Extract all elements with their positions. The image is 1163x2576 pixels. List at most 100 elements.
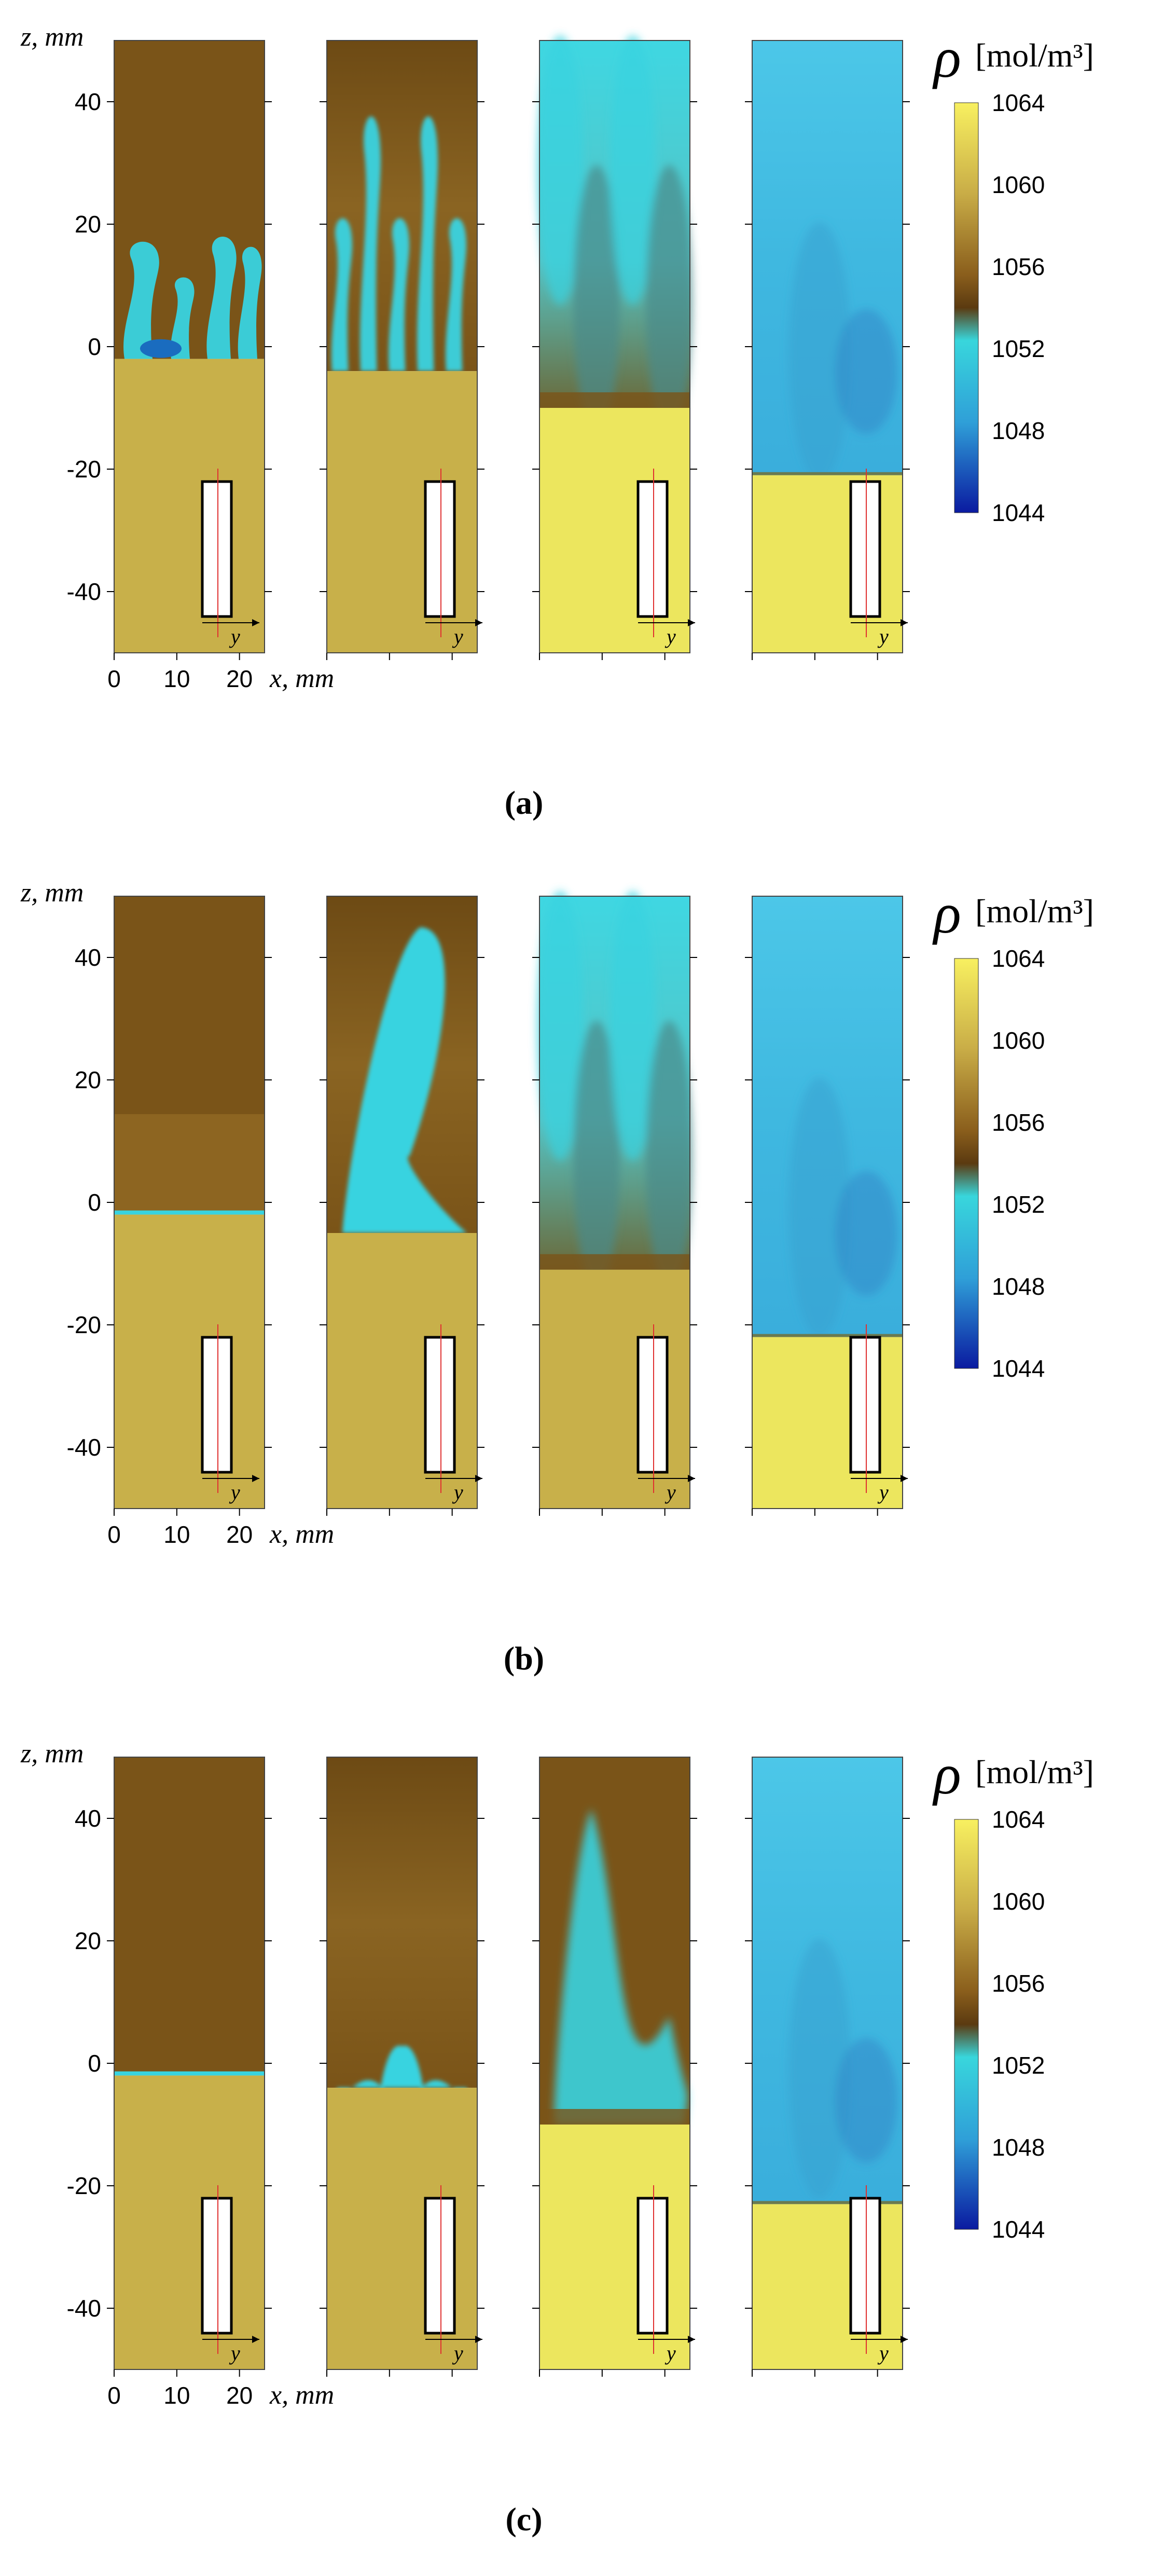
z-axis-label: z, mm: [20, 878, 84, 908]
interface-film: [114, 1210, 265, 1215]
colorbar-tick-label: 1064: [992, 945, 1045, 972]
z-tick-label: -40: [67, 1434, 101, 1461]
vortex: [646, 165, 693, 435]
colorbar-tick-label: 1052: [992, 2052, 1045, 2079]
interface-film: [114, 2071, 265, 2076]
frame-2: y: [320, 40, 484, 660]
cross-section-inset: [849, 480, 881, 618]
z-tick-label: -20: [67, 456, 101, 483]
plume: [359, 116, 381, 372]
plume: [417, 116, 438, 372]
z-tick-label: 0: [88, 1189, 101, 1216]
frame-3: y: [532, 1757, 697, 2377]
inset-y-label: y: [229, 2341, 240, 2365]
panel-b: z, mm 40 20 0 -20 -40 y y y y 0 10 20 x, mm ρ [mol/m³] 1…: [20, 878, 1094, 1677]
plume: [331, 218, 352, 372]
diffuse-structures: [788, 1939, 897, 2198]
z-tick-label: 0: [88, 333, 101, 360]
cross-section-inset: [636, 480, 669, 618]
diffuse-structures: [788, 1078, 897, 1337]
plume: [206, 236, 237, 359]
y-arrow-head: [688, 2336, 695, 2343]
lower-fluid-region: [114, 1214, 265, 1509]
frame-1: y: [107, 896, 272, 1516]
plume: [388, 218, 409, 372]
colorbar-tick-label: 1044: [992, 499, 1045, 526]
upper-fluid-region: [114, 1757, 265, 2076]
y-arrow-head: [475, 2336, 482, 2343]
colorbar-tick-label: 1044: [992, 1355, 1045, 1382]
y-arrow-head: [475, 619, 482, 626]
mixing-structures: [537, 35, 693, 435]
y-arrow-head: [688, 1475, 695, 1482]
y-arrow-head: [901, 619, 908, 626]
plume-group: [337, 2046, 467, 2112]
colorbar: [954, 1819, 979, 2230]
colorbar-unit: [mol/m³]: [975, 37, 1094, 74]
plume: [554, 1809, 688, 2125]
colorbar-tick-label: 1048: [992, 417, 1045, 444]
z-tick-label: 40: [75, 88, 101, 115]
z-axis-label: z, mm: [20, 22, 84, 52]
vortex: [537, 35, 584, 305]
colorbar-tick-label: 1056: [992, 1970, 1045, 1997]
vortex: [788, 222, 851, 482]
x-tick-label: 20: [226, 1521, 253, 1548]
x-tick-label: 10: [163, 665, 190, 692]
vortex: [537, 891, 584, 1161]
frame-4: y: [745, 1757, 910, 2377]
vortex: [835, 2038, 897, 2163]
z-tick-label: -40: [67, 2295, 101, 2322]
inset-y-label: y: [877, 2341, 889, 2365]
colorbar-tick-label: 1052: [992, 1191, 1045, 1218]
y-arrow-head: [252, 619, 259, 626]
z-axis-label: z, mm: [20, 1739, 84, 1769]
plume: [170, 277, 195, 359]
interface-line: [752, 472, 903, 475]
colorbar-symbol: ρ: [932, 882, 961, 945]
lower-fluid-region: [114, 359, 265, 653]
z-tick-label: 20: [75, 1927, 101, 1954]
inset-y-label: y: [664, 1481, 676, 1504]
y-arrow-head: [252, 1475, 259, 1482]
inset-y-label: y: [229, 625, 240, 648]
dense-spot: [140, 339, 182, 358]
vortex: [610, 891, 656, 1161]
cross-section-inset: [424, 2197, 456, 2335]
frame-3: y: [532, 35, 697, 660]
frame-2: y: [320, 1757, 484, 2377]
cross-section-inset: [201, 1336, 233, 1474]
frame-1: y: [107, 40, 272, 660]
y-arrow-head: [475, 1475, 482, 1482]
colorbar-tick-label: 1048: [992, 1273, 1045, 1300]
colorbar-unit: [mol/m³]: [975, 1753, 1094, 1790]
y-arrow-head: [252, 2336, 259, 2343]
colorbar-tick-label: 1060: [992, 1027, 1045, 1054]
large-plume: [342, 927, 467, 1233]
mixing-structures: [554, 1809, 688, 2125]
plume-group: [342, 927, 467, 1233]
vortex: [835, 309, 897, 434]
colorbar-tick-label: 1064: [992, 89, 1045, 116]
x-axis-label: x, mm: [269, 2380, 334, 2410]
inset-y-label: y: [664, 2341, 676, 2365]
inset-y-label: y: [877, 1481, 889, 1504]
diffuse-structures: [788, 222, 897, 482]
z-tick-label: -20: [67, 1311, 101, 1338]
colorbar-tick-label: 1052: [992, 335, 1045, 362]
cross-section-inset: [201, 2197, 233, 2335]
z-tick-label: 40: [75, 944, 101, 971]
vortex: [573, 165, 620, 435]
vortex: [610, 35, 656, 305]
z-tick-label: 0: [88, 2050, 101, 2077]
interface-line: [752, 1334, 903, 1337]
vortex: [788, 1078, 851, 1337]
frame-4: y: [745, 40, 910, 660]
z-tick-label: 40: [75, 1805, 101, 1832]
z-tick-label: -20: [67, 2172, 101, 2199]
colorbar-tick-label: 1064: [992, 1806, 1045, 1833]
inset-y-label: y: [452, 2341, 463, 2365]
interface-band: [539, 1254, 690, 1270]
x-tick-label: 0: [107, 1521, 121, 1548]
